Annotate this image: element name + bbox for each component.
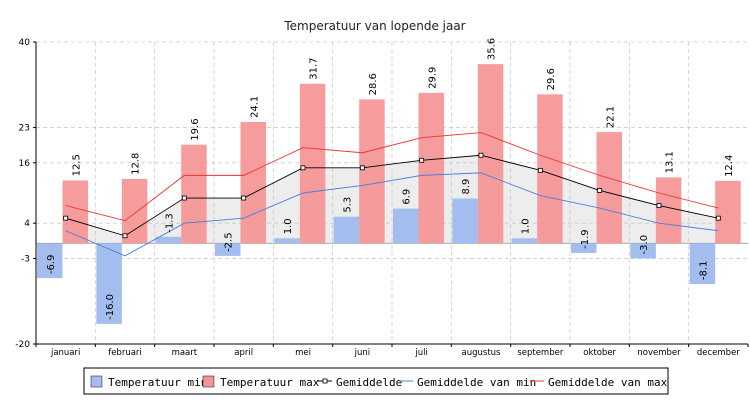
y-tick-label: 4 [24,219,30,229]
bar-min [511,238,538,244]
bar-max [418,92,445,244]
bar-min [630,243,656,259]
data-label-min: -1.3 [164,213,175,233]
data-label-min: -2.5 [224,232,235,252]
bar-min [274,238,300,244]
bar-max [121,178,148,244]
x-tick-label: januari [50,348,80,358]
y-tick-label: -20 [15,340,30,350]
average-marker [478,152,484,158]
average-marker [656,203,662,208]
y-tick-label: 16 [19,159,31,169]
x-tick-label: november [637,348,681,358]
bar-min [689,243,716,285]
legend-marker-avg [322,378,328,384]
data-label-min: 6.9 [402,189,413,205]
legend-swatch-min [90,375,103,388]
data-label-min: -8.1 [698,261,709,281]
chart-title: Temperatuur van lopende jaar [283,19,465,33]
average-marker [300,165,306,171]
bar-min [571,243,597,253]
bar-max [240,122,267,244]
data-label-max: 31.7 [309,58,320,80]
legend-label-min: Temperatuur min [108,376,207,389]
legend-label-max: Temperatuur max [220,376,320,389]
bar-max [655,177,682,244]
bar-max [596,132,623,244]
data-label-max: 28.6 [368,73,379,95]
lines-group [63,132,721,257]
bars-group [37,64,741,324]
data-label-min: 5.3 [342,197,353,213]
data-label-min: -1.9 [580,229,591,249]
bar-min [452,198,478,244]
data-label-max: 12.8 [131,153,142,175]
average-marker [122,233,128,239]
data-label-max: 35.6 [487,38,498,60]
data-label-max: 19.6 [190,118,201,140]
legend-label-avgmin: Gemiddelde van min [417,376,536,389]
data-label-min: 1.0 [283,218,294,234]
x-tick-label: april [234,348,253,358]
bar-max [181,144,207,244]
data-label-min: -16.0 [105,294,116,320]
average-marker [537,167,543,173]
data-label-max: 12.5 [71,154,82,176]
x-tick-label: mei [295,348,311,358]
y-tick-label: 40 [19,38,31,48]
bar-min [96,243,122,324]
legend-swatch-max [202,375,215,388]
data-labels-group: -6.9 -16.0 -1.3 -2.5 1.0 5.3 6.9 8.9 1.0 -1.9 -3.0… [46,38,735,320]
data-label-min: 8.9 [461,179,472,195]
average-marker [419,157,425,163]
data-label-max: 12.4 [724,155,735,177]
line-average [65,154,719,237]
x-tick-label: september [517,348,564,358]
legend-label-avgmax: Gemiddelde van max [548,376,668,389]
bar-min [333,216,360,244]
average-marker [63,215,69,221]
x-tick-label: juli [414,348,427,358]
data-label-max: 24.1 [249,96,260,118]
x-tick-label: februari [108,348,142,358]
data-label-max: 13.1 [665,151,676,173]
average-marker [181,195,187,201]
average-marker [715,215,721,221]
data-label-max: 22.1 [605,106,616,128]
grid-lines [36,41,748,345]
average-marker [241,195,247,201]
data-label-max: 29.9 [427,67,438,89]
line-average-min [65,172,719,257]
y-tick-label: 23 [19,124,30,134]
average-marker [597,188,603,193]
data-label-min: -3.0 [639,235,650,255]
x-tick-label: augustus [462,348,502,358]
legend-box [83,367,669,395]
bar-min [155,236,182,244]
data-label-min: -6.9 [46,255,57,275]
bar-max [299,83,326,244]
legend-label-avg: Gemiddelde [336,376,402,389]
bar-max [62,180,89,244]
data-label-min: 1.0 [520,218,531,234]
axes-group: -20 -3 4 16 23 40 januari februari maart april mei… [15,38,749,358]
bar-max [715,180,741,244]
bar-min [37,243,63,279]
bar-min [215,243,241,256]
y-tick-label: -3 [21,254,30,264]
bar-min [393,208,419,244]
data-label-max: 29.6 [546,68,557,90]
x-tick-label: december [697,348,740,358]
x-tick-label: oktober [583,348,616,358]
average-marker [359,165,365,171]
line-average-max [65,132,719,222]
bar-max [359,99,385,244]
x-tick-label: juni [354,348,371,358]
legend: Temperatuur min Temperatuur max Gemiddel… [83,367,669,395]
x-tick-label: maart [172,348,198,358]
